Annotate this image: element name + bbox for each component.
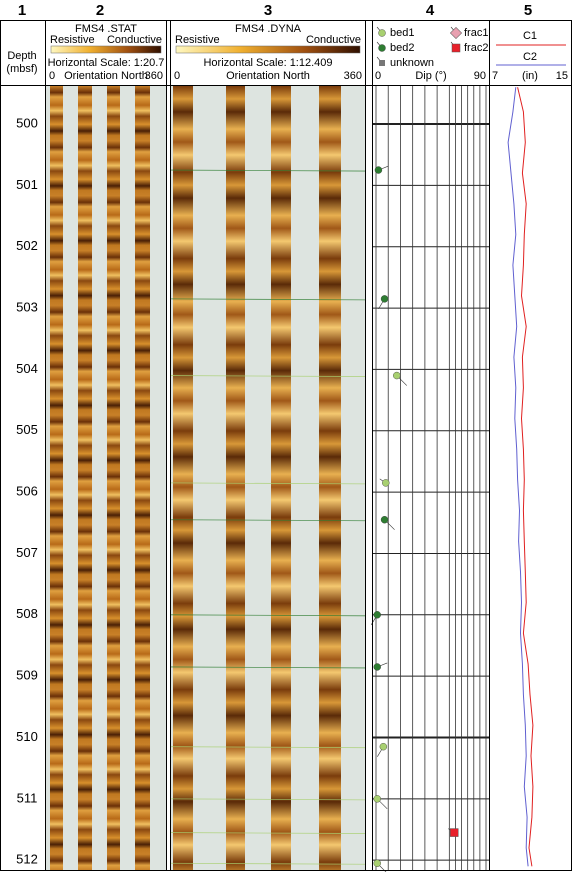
column-number: 3 xyxy=(264,2,272,19)
depth-label: 503 xyxy=(16,300,38,315)
column-number: 2 xyxy=(96,2,104,19)
sinusoid-trace xyxy=(170,862,366,865)
legend-label: frac2 xyxy=(464,42,488,54)
depth-label: 506 xyxy=(16,484,38,499)
image-pad xyxy=(107,86,120,870)
image-pad xyxy=(226,86,245,870)
legend-label: bed2 xyxy=(390,42,414,54)
depth-label: 508 xyxy=(16,606,38,621)
c2-label: C2 xyxy=(523,51,537,63)
conductive-label: Conductive xyxy=(107,34,162,46)
sinusoid-trace xyxy=(170,375,366,377)
depth-label: 509 xyxy=(16,668,38,683)
colorbar xyxy=(50,45,162,54)
caliper-min: 7 xyxy=(492,70,498,82)
image-pad xyxy=(271,86,291,870)
caliper-unit: (in) xyxy=(522,70,538,82)
sinusoid-trace xyxy=(170,832,366,834)
orientation-label: Orientation North xyxy=(226,70,310,82)
depth-label: 512 xyxy=(16,852,38,867)
image-pad xyxy=(50,86,63,870)
scale-label: Horizontal Scale: 1:20.7 xyxy=(48,57,165,69)
dip-symbol xyxy=(373,663,381,671)
dip-symbol xyxy=(374,166,383,174)
depth-unit: (mbsf) xyxy=(6,63,37,75)
dip-max: 90 xyxy=(474,70,486,82)
legend-label: unknown xyxy=(390,57,434,69)
scale-label: Horizontal Scale: 1:12.409 xyxy=(203,57,332,69)
conductive-label: Conductive xyxy=(306,34,361,46)
dip-symbol xyxy=(449,26,463,40)
colorbar xyxy=(175,45,361,54)
sinusoid-trace xyxy=(170,519,366,522)
dip-label: Dip (°) xyxy=(415,70,446,82)
depth-label: 505 xyxy=(16,422,38,437)
sinusoid-trace xyxy=(170,298,366,301)
track-title: FMS4 .STAT xyxy=(75,23,137,35)
orientation-label: Orientation North xyxy=(64,70,148,82)
orientation-end: 360 xyxy=(344,70,362,82)
column-number: 5 xyxy=(524,2,532,19)
dip-symbol xyxy=(373,611,381,619)
dip-symbol xyxy=(380,516,389,524)
sinusoid-trace xyxy=(170,482,366,485)
dip-symbol xyxy=(393,371,401,380)
orientation-start: 0 xyxy=(174,70,180,82)
depth-label: 500 xyxy=(16,115,38,130)
orientation-start: 0 xyxy=(49,70,55,82)
image-pad xyxy=(78,86,92,870)
track-title: FMS4 .DYNA xyxy=(235,23,302,35)
depth-label: 511 xyxy=(17,790,38,805)
dip-symbol xyxy=(378,44,386,52)
dip-symbol xyxy=(373,795,381,803)
orientation-end: 360 xyxy=(145,70,163,82)
frame xyxy=(0,20,572,871)
dip-symbol xyxy=(449,828,459,837)
sinusoid-trace xyxy=(170,798,366,801)
sinusoid-trace xyxy=(170,746,366,749)
dip-symbol xyxy=(382,479,390,487)
caliper-max: 15 xyxy=(556,70,568,82)
c1-label: C1 xyxy=(523,30,537,42)
dip-symbol xyxy=(451,43,461,53)
dip-symbol xyxy=(379,60,385,66)
dip-symbol xyxy=(373,859,381,867)
resistive-label: Resistive xyxy=(50,34,95,46)
dip-symbol xyxy=(379,742,388,751)
depth-label: 501 xyxy=(16,177,38,192)
legend-label: bed1 xyxy=(390,27,414,39)
dip-symbol xyxy=(380,295,389,303)
column-number: 1 xyxy=(18,2,26,19)
image-pad xyxy=(135,86,150,870)
depth-label: 504 xyxy=(16,361,38,376)
depth-title: Depth xyxy=(7,50,36,62)
column-number: 4 xyxy=(426,2,435,19)
depth-label: 502 xyxy=(16,238,38,253)
legend-label: frac1 xyxy=(464,27,488,39)
sinusoid-trace xyxy=(170,169,366,172)
resistive-label: Resistive xyxy=(175,34,220,46)
caliper-curve xyxy=(507,87,529,867)
caliper-curve xyxy=(517,87,534,867)
sinusoid-trace xyxy=(170,614,366,617)
depth-label: 510 xyxy=(16,729,38,744)
image-pad xyxy=(319,86,341,870)
depth-label: 507 xyxy=(16,545,38,560)
sinusoid-trace xyxy=(170,666,366,669)
dip-symbol xyxy=(378,29,386,37)
dip-min: 0 xyxy=(375,70,381,82)
image-pad xyxy=(173,86,193,870)
